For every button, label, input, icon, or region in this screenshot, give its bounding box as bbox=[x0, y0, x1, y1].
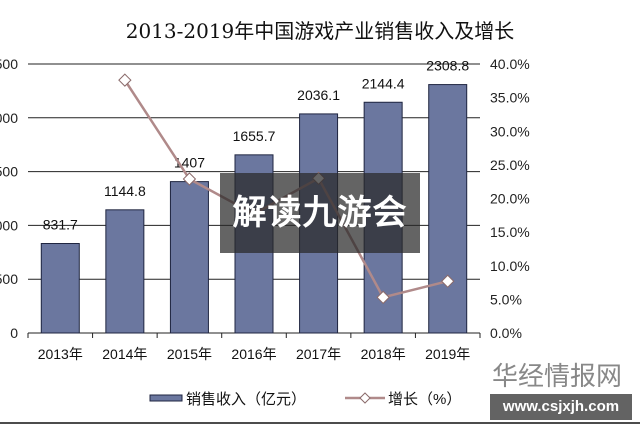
legend-bar-swatch bbox=[149, 394, 183, 402]
y-left-tick-label: 2500 bbox=[0, 56, 18, 72]
x-tick-label: 2013年 bbox=[38, 346, 83, 362]
y-right-tick-label: 25.0% bbox=[490, 157, 530, 173]
y-left-tick-label: 1000 bbox=[0, 217, 18, 233]
bar bbox=[40, 243, 80, 334]
site-watermark: www.csjxjh.com bbox=[490, 394, 632, 420]
growth-marker bbox=[376, 290, 390, 305]
bar-data-label: 1655.7 bbox=[233, 128, 276, 144]
bar-data-label: 2036.1 bbox=[297, 87, 340, 103]
bar-data-label: 2308.8 bbox=[426, 58, 469, 74]
y-right-tick-label: 10.0% bbox=[490, 258, 530, 274]
bar-data-label: 2144.4 bbox=[362, 75, 405, 91]
growth-marker bbox=[441, 274, 455, 288]
bar-data-label: 831.7 bbox=[43, 217, 78, 233]
y-right-tick-label: 20.0% bbox=[490, 191, 530, 207]
bar bbox=[428, 84, 468, 334]
bar bbox=[169, 181, 209, 334]
x-tick-label: 2017年 bbox=[296, 346, 341, 362]
legend-line-label: 增长（%） bbox=[388, 391, 461, 408]
brand-watermark: 华经情报网 bbox=[492, 362, 623, 392]
y-left-tick-label: 500 bbox=[0, 271, 18, 287]
legend-bar-label: 销售收入（亿元） bbox=[186, 391, 306, 408]
y-right-tick-label: 15.0% bbox=[490, 224, 530, 240]
x-tick-label: 2014年 bbox=[102, 346, 147, 362]
y-right-tick-label: 40.0% bbox=[490, 56, 530, 72]
y-right-tick-label: 0.0% bbox=[490, 325, 522, 341]
y-right-tick-label: 5.0% bbox=[490, 291, 522, 307]
x-tick-label: 2015年 bbox=[167, 346, 212, 362]
y-left-tick-label: 2000 bbox=[0, 110, 18, 126]
y-left-tick-label: 0 bbox=[10, 325, 18, 341]
x-tick-label: 2019年 bbox=[425, 346, 470, 362]
center-watermark: 解读九游会 bbox=[220, 173, 420, 253]
bar-data-label: 1144.8 bbox=[104, 183, 146, 199]
y-left-tick-label: 1500 bbox=[0, 164, 18, 180]
growth-marker bbox=[118, 73, 132, 87]
y-right-tick-label: 35.0% bbox=[490, 90, 530, 106]
x-tick-label: 2016年 bbox=[231, 346, 276, 362]
chart-title: 2013-2019年中国游戏产业销售收入及增长 bbox=[126, 19, 515, 43]
legend-line-marker bbox=[359, 392, 371, 404]
y-right-tick-label: 30.0% bbox=[490, 123, 530, 139]
growth-marker bbox=[182, 172, 197, 186]
bar bbox=[105, 209, 145, 334]
x-tick-label: 2018年 bbox=[361, 346, 406, 362]
